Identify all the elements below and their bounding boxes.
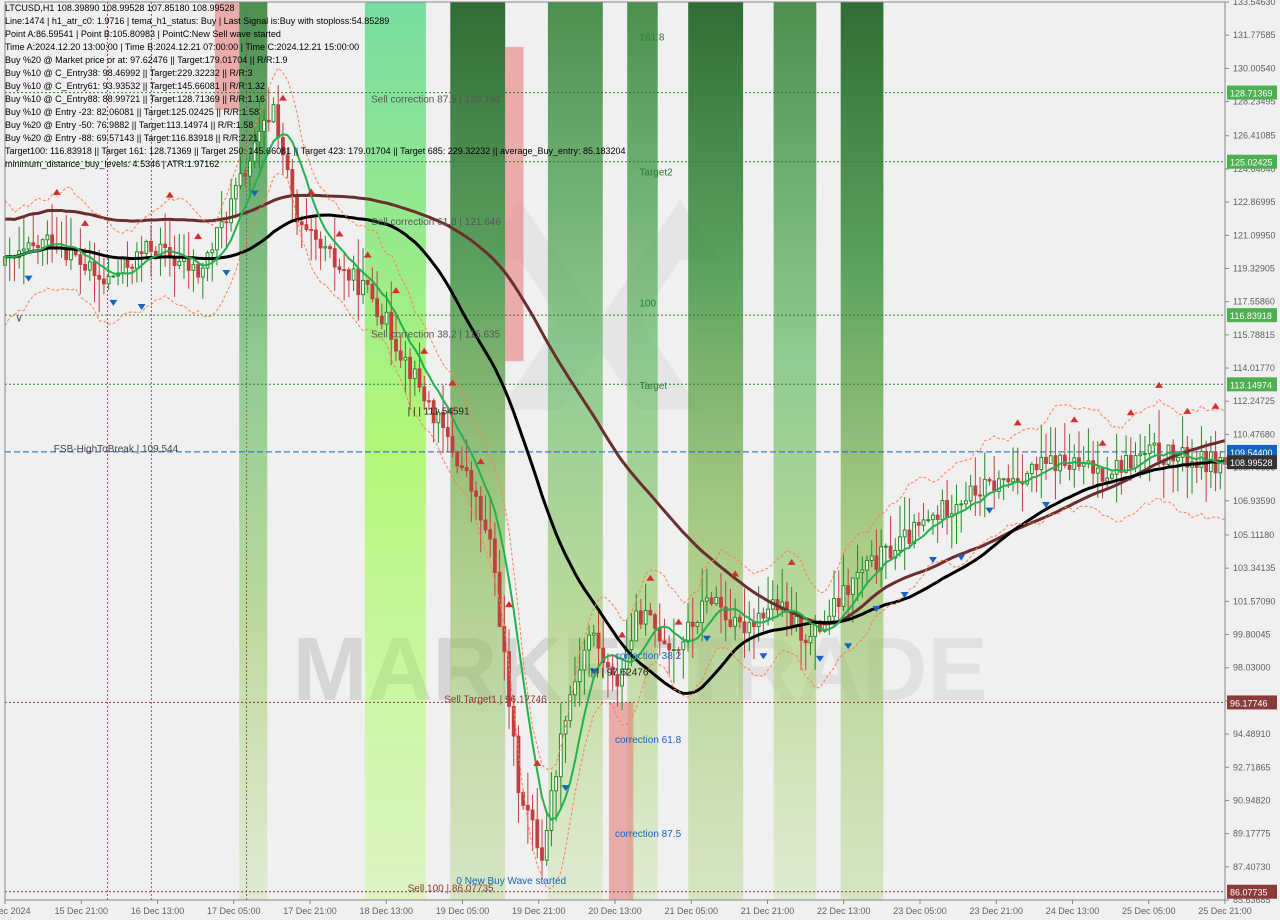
svg-text:FSB-HighToBreak | 109.544: FSB-HighToBreak | 109.544	[54, 444, 179, 455]
svg-text:Sell correction 38.2 | 115.635: Sell correction 38.2 | 115.635	[371, 330, 501, 341]
svg-text:| | | 111.54591: | | | 111.54591	[408, 406, 470, 417]
svg-text:Sell 100 | 86.07735: Sell 100 | 86.07735	[408, 884, 494, 895]
svg-text:22 Dec 13:00: 22 Dec 13:00	[817, 906, 871, 916]
svg-text:∨: ∨	[15, 313, 23, 325]
svg-text:Target2: Target2	[639, 167, 673, 178]
info-line: Target100: 116.83918 || Target 161: 128.…	[5, 145, 626, 158]
svg-text:116.83918: 116.83918	[1230, 311, 1272, 321]
svg-text:112.24725: 112.24725	[1233, 396, 1275, 406]
svg-text:19 Dec 05:00: 19 Dec 05:00	[436, 906, 490, 916]
svg-text:| | | 97.62476: | | | 97.62476	[591, 667, 649, 678]
svg-text:92.71865: 92.71865	[1233, 762, 1271, 772]
info-line: minimum_distance_buy_levels: 4.5346 | AT…	[5, 158, 626, 171]
svg-text:89.17775: 89.17775	[1233, 829, 1271, 839]
chart-container: MARKETTRADESell correction 87.5 | 128.19…	[0, 0, 1280, 920]
svg-text:Sell Target1 | 96.17746: Sell Target1 | 96.17746	[444, 694, 547, 705]
info-line: Buy %20 @ Market price or at: 97.62476 |…	[5, 54, 626, 67]
svg-text:117.55860: 117.55860	[1233, 297, 1275, 307]
svg-text:131.77585: 131.77585	[1233, 30, 1276, 40]
svg-text:20 Dec 13:00: 20 Dec 13:00	[588, 906, 642, 916]
info-overlay: LTCUSD,H1 108.39890 108.99528 107.85180 …	[5, 2, 626, 171]
svg-text:113.14974: 113.14974	[1230, 380, 1272, 390]
svg-text:16 Dec 13:00: 16 Dec 13:00	[131, 906, 185, 916]
svg-text:130.00540: 130.00540	[1233, 63, 1276, 73]
svg-text:correction 87.5: correction 87.5	[615, 829, 682, 840]
svg-text:115.78815: 115.78815	[1233, 330, 1275, 340]
svg-text:119.32905: 119.32905	[1233, 263, 1275, 273]
svg-text:161.8: 161.8	[639, 32, 664, 43]
svg-text:86.07735: 86.07735	[1230, 888, 1268, 898]
svg-text:128.71369: 128.71369	[1230, 89, 1273, 99]
svg-text:23 Dec 21:00: 23 Dec 21:00	[969, 906, 1023, 916]
svg-text:133.54630: 133.54630	[1233, 0, 1276, 7]
svg-text:19 Dec 21:00: 19 Dec 21:00	[512, 906, 566, 916]
info-line: Buy %20 @ Entry -50: 76.9882 || Target:1…	[5, 119, 626, 132]
svg-text:122.86995: 122.86995	[1233, 197, 1276, 207]
svg-text:21 Dec 21:00: 21 Dec 21:00	[741, 906, 795, 916]
svg-text:114.01770: 114.01770	[1233, 363, 1275, 373]
info-line: Buy %10 @ C_Entry88: 88.99721 || Target:…	[5, 93, 626, 106]
svg-text:126.41085: 126.41085	[1233, 131, 1276, 141]
svg-text:90.94820: 90.94820	[1233, 795, 1271, 805]
info-line: Time A:2024.12.20 13:00:00 | Time B:2024…	[5, 41, 626, 54]
info-line: Line:1474 | h1_atr_c0: 1.9716 | tema_h1_…	[5, 15, 626, 28]
svg-text:21 Dec 05:00: 21 Dec 05:00	[664, 906, 718, 916]
svg-text:25 Dec 05:00: 25 Dec 05:00	[1122, 906, 1176, 916]
svg-text:101.57090: 101.57090	[1233, 596, 1276, 606]
svg-text:correction 38.2: correction 38.2	[615, 651, 682, 662]
info-line: Buy %10 @ C_Entry61: 93.93532 || Target:…	[5, 80, 626, 93]
svg-text:87.40730: 87.40730	[1233, 862, 1271, 872]
svg-text:99.80045: 99.80045	[1233, 630, 1271, 640]
svg-text:17 Dec 05:00: 17 Dec 05:00	[207, 906, 261, 916]
svg-text:17 Dec 21:00: 17 Dec 21:00	[283, 906, 337, 916]
svg-text:108.99528: 108.99528	[1230, 458, 1273, 468]
svg-text:correction 61.8: correction 61.8	[615, 735, 682, 746]
svg-text:15 Dec 21:00: 15 Dec 21:00	[54, 906, 108, 916]
svg-text:15 Dec 2024: 15 Dec 2024	[0, 906, 31, 916]
svg-text:23 Dec 05:00: 23 Dec 05:00	[893, 906, 947, 916]
svg-text:121.09950: 121.09950	[1233, 230, 1276, 240]
info-line: Point A:86.59541 | Point B:105.80983 | P…	[5, 28, 626, 41]
svg-text:96.17746: 96.17746	[1230, 698, 1268, 708]
svg-text:106.93590: 106.93590	[1233, 496, 1276, 506]
info-line: Buy %10 @ Entry -23: 82.06081 || Target:…	[5, 106, 626, 119]
svg-text:98.03000: 98.03000	[1233, 663, 1271, 673]
svg-text:25 Dec 21:00: 25 Dec 21:00	[1198, 906, 1252, 916]
svg-text:18 Dec 13:00: 18 Dec 13:00	[359, 906, 413, 916]
svg-text:125.02425: 125.02425	[1230, 158, 1273, 168]
svg-text:103.34135: 103.34135	[1233, 563, 1276, 573]
info-line: Buy %20 @ Entry -88: 69.57143 || Target:…	[5, 132, 626, 145]
svg-text:100: 100	[639, 299, 656, 310]
svg-text:Target: Target	[639, 381, 667, 392]
svg-text:105.11180: 105.11180	[1233, 530, 1274, 540]
svg-text:24 Dec 13:00: 24 Dec 13:00	[1046, 906, 1100, 916]
info-line: Buy %10 @ C_Entry38: 98.46992 || Target:…	[5, 67, 626, 80]
svg-text:110.47680: 110.47680	[1233, 429, 1275, 439]
info-line: LTCUSD,H1 108.39890 108.99528 107.85180 …	[5, 2, 626, 15]
svg-text:94.48910: 94.48910	[1233, 729, 1271, 739]
svg-text:Sell correction 61.8 | 121.646: Sell correction 61.8 | 121.646	[371, 217, 501, 228]
